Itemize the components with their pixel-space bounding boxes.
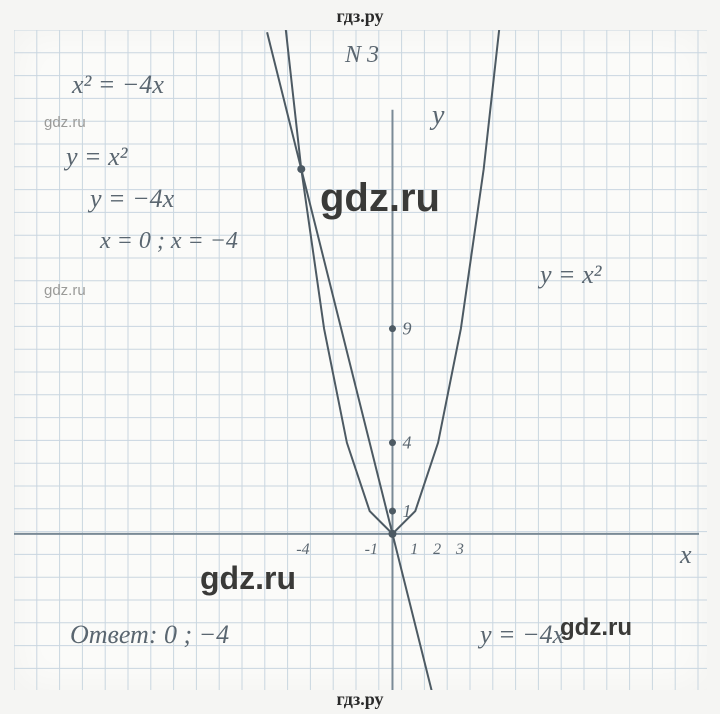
watermark-4: gdz.ru (560, 614, 632, 642)
handwriting-axis_y: y (432, 100, 444, 132)
handwriting-roots: x = 0 ; x = −4 (100, 228, 238, 255)
worksheet-sheet: 149-4-1123 (14, 30, 707, 690)
handwriting-problem_no: N 3 (345, 42, 379, 69)
watermark-1: gdz.ru (44, 282, 86, 299)
svg-text:1: 1 (410, 541, 418, 558)
svg-text:-1: -1 (365, 541, 378, 558)
svg-text:1: 1 (402, 501, 411, 521)
watermark-0: gdz.ru (44, 114, 86, 131)
handwriting-label_line: y = −4x (480, 620, 564, 650)
svg-text:3: 3 (455, 541, 464, 558)
handwriting-label_parabola: y = x² (540, 260, 601, 290)
page-footer: гдз.ру (0, 689, 720, 710)
svg-text:9: 9 (402, 319, 411, 339)
footer-text: гдз.ру (336, 689, 383, 709)
handwriting-axis_x: x (680, 540, 692, 570)
svg-text:-4: -4 (296, 541, 309, 558)
svg-text:2: 2 (433, 541, 441, 558)
svg-text:4: 4 (402, 433, 411, 453)
page-header: гдз.ру (0, 6, 720, 27)
grid-svg: 149-4-1123 (14, 30, 707, 690)
handwriting-eq_main: x² = −4x (72, 70, 164, 100)
handwriting-answer: Ответ: 0 ; −4 (70, 620, 229, 650)
watermark-3: gdz.ru (200, 560, 296, 597)
header-text: гдз.ру (336, 6, 383, 26)
handwriting-eq_y1: y = x² (66, 142, 127, 172)
handwriting-eq_y2: y = −4x (90, 184, 174, 214)
watermark-2: gdz.ru (320, 176, 440, 221)
